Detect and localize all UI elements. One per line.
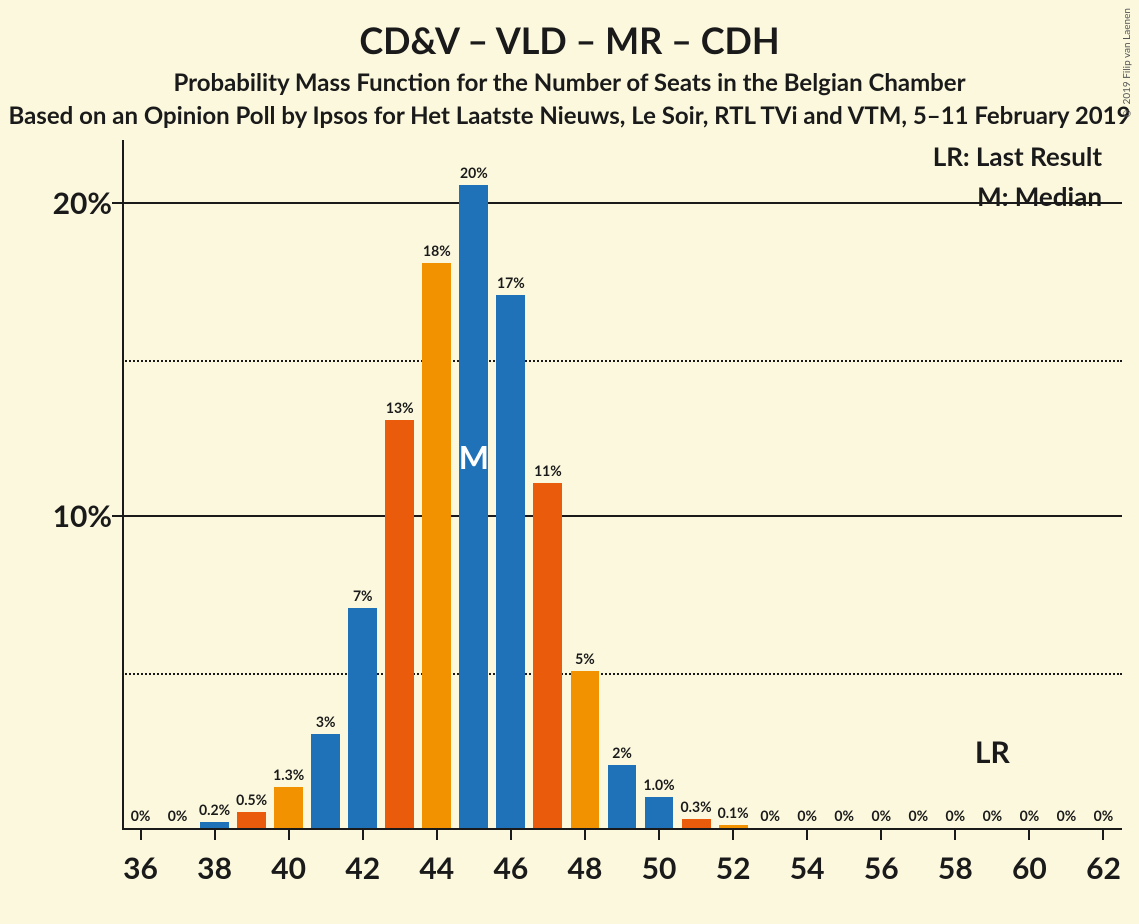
grid-major xyxy=(122,515,1122,517)
bar xyxy=(274,787,303,828)
x-axis-label: 44 xyxy=(419,850,454,886)
bar-value-label: 0% xyxy=(168,807,188,824)
x-axis-label: 36 xyxy=(123,850,158,886)
x-axis-label: 40 xyxy=(271,850,306,886)
x-axis-label: 48 xyxy=(568,850,603,886)
x-axis-label: 54 xyxy=(790,850,825,886)
bar-value-label: 18% xyxy=(423,242,451,259)
x-axis-label: 58 xyxy=(938,850,973,886)
bar-value-label: 0% xyxy=(1094,807,1114,824)
copyright-text: © 2019 Filip van Laenen xyxy=(1121,8,1133,119)
x-axis-label: 52 xyxy=(716,850,751,886)
bar-value-label: 1.0% xyxy=(644,776,675,793)
bar xyxy=(200,822,229,828)
bar-value-label: 7% xyxy=(353,587,373,604)
x-tick xyxy=(658,830,660,840)
bar-value-label: 0% xyxy=(797,807,817,824)
grid-minor xyxy=(122,360,1122,362)
x-tick xyxy=(1028,830,1030,840)
bar-value-label: 0% xyxy=(1020,807,1040,824)
bar-value-label: 0% xyxy=(760,807,780,824)
bar xyxy=(496,295,525,828)
x-axis-label: 62 xyxy=(1086,850,1121,886)
bar-value-label: 20% xyxy=(460,164,488,181)
legend-lr: LR: Last Result xyxy=(933,140,1102,172)
bar xyxy=(422,263,451,828)
plot-area: 10% 20% LR: Last Result M: Median 0% 0% 0.2% 0.… xyxy=(0,130,1139,924)
y-tick xyxy=(112,202,122,204)
bar-value-label: 1.3% xyxy=(273,766,304,783)
bar xyxy=(719,825,748,828)
chart-subtitle-2: Based on an Opinion Poll by Ipsos for He… xyxy=(0,101,1139,130)
x-tick xyxy=(140,830,142,840)
bar-value-label: 0.3% xyxy=(681,798,712,815)
bar-value-label: 0% xyxy=(834,807,854,824)
x-axis-label: 56 xyxy=(864,850,899,886)
x-axis-label: 42 xyxy=(345,850,380,886)
bar-value-label: 0% xyxy=(908,807,928,824)
bar-value-label: 13% xyxy=(386,399,414,416)
x-axis-label: 46 xyxy=(493,850,528,886)
bar xyxy=(385,420,414,828)
bar xyxy=(459,185,488,828)
bar-value-label: 2% xyxy=(612,744,632,761)
bar-value-label: 0% xyxy=(131,807,151,824)
chart-subtitle: Probability Mass Function for the Number… xyxy=(0,68,1139,97)
x-tick xyxy=(732,830,734,840)
lr-marker: LR xyxy=(975,734,1010,770)
x-axis-label: 38 xyxy=(197,850,232,886)
x-tick xyxy=(584,830,586,840)
bar xyxy=(608,765,637,828)
x-tick xyxy=(362,830,364,840)
bar-value-label: 0% xyxy=(1057,807,1077,824)
y-axis-label: 10% xyxy=(53,498,112,534)
bar-value-label: 11% xyxy=(534,462,562,479)
bar xyxy=(571,671,600,828)
chart-title: CD&V – VLD – MR – CDH xyxy=(0,0,1139,62)
x-tick xyxy=(436,830,438,840)
bar xyxy=(682,819,711,828)
bar-value-label: 0.5% xyxy=(236,791,267,808)
bar-value-label: 3% xyxy=(316,713,336,730)
y-tick xyxy=(112,515,122,517)
grid-minor xyxy=(122,673,1122,675)
bar-value-label: 0.1% xyxy=(718,804,749,821)
x-axis-label: 50 xyxy=(642,850,677,886)
x-tick xyxy=(288,830,290,840)
bar-value-label: 0.2% xyxy=(199,801,230,818)
y-axis-label: 20% xyxy=(53,185,112,221)
median-marker: M xyxy=(459,437,489,476)
bar-value-label: 5% xyxy=(575,650,595,667)
x-axis-label: 60 xyxy=(1012,850,1047,886)
x-tick xyxy=(1102,830,1104,840)
grid-major xyxy=(122,202,1122,204)
bar-value-label: 0% xyxy=(946,807,966,824)
bar xyxy=(311,734,340,828)
bar xyxy=(645,797,674,828)
bar xyxy=(348,608,377,828)
bar xyxy=(533,483,562,828)
bar-value-label: 0% xyxy=(983,807,1003,824)
x-tick xyxy=(510,830,512,840)
legend-m: M: Median xyxy=(977,180,1102,212)
x-tick xyxy=(806,830,808,840)
x-tick xyxy=(214,830,216,840)
bar xyxy=(237,812,266,828)
x-tick xyxy=(880,830,882,840)
x-axis xyxy=(122,828,1122,830)
y-axis xyxy=(122,140,124,830)
bar-value-label: 17% xyxy=(497,274,525,291)
x-tick xyxy=(954,830,956,840)
bar-value-label: 0% xyxy=(871,807,891,824)
